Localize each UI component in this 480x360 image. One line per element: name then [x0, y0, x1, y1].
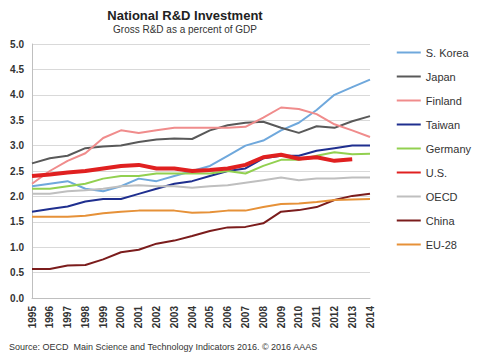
svg-text:Taiwan: Taiwan [426, 119, 460, 131]
svg-text:OECD: OECD [426, 191, 458, 203]
svg-text:2005: 2005 [204, 306, 215, 329]
svg-text:2.0: 2.0 [10, 191, 24, 202]
svg-text:2011: 2011 [311, 306, 322, 328]
svg-text:2014: 2014 [365, 306, 376, 329]
svg-text:5.0: 5.0 [10, 39, 24, 50]
svg-text:3.5: 3.5 [10, 115, 24, 126]
svg-text:National R&D Investment: National R&D Investment [107, 8, 263, 23]
svg-text:Finland: Finland [426, 95, 462, 107]
svg-text:Source: OECD Main Science and: Source: OECD Main Science and Technology… [9, 342, 317, 352]
svg-text:EU-28: EU-28 [426, 239, 457, 251]
svg-text:1999: 1999 [98, 306, 109, 329]
svg-text:2003: 2003 [169, 306, 180, 329]
svg-text:1.5: 1.5 [10, 216, 24, 227]
svg-text:2010: 2010 [293, 306, 304, 329]
svg-text:2013: 2013 [347, 306, 358, 329]
svg-text:3.0: 3.0 [10, 140, 24, 151]
svg-text:S. Korea: S. Korea [426, 47, 470, 59]
svg-text:0.0: 0.0 [10, 293, 24, 304]
svg-text:1996: 1996 [44, 306, 55, 329]
svg-text:4.0: 4.0 [10, 89, 24, 100]
svg-text:2000: 2000 [115, 306, 126, 329]
svg-text:2001: 2001 [133, 306, 144, 329]
svg-text:2002: 2002 [151, 306, 162, 329]
svg-text:1998: 1998 [80, 306, 91, 329]
svg-text:2007: 2007 [240, 306, 251, 329]
svg-text:Gross R&D as a percent of GDP: Gross R&D as a percent of GDP [113, 24, 257, 35]
svg-text:2004: 2004 [187, 306, 198, 329]
svg-text:2012: 2012 [329, 306, 340, 329]
svg-text:U.S.: U.S. [426, 167, 447, 179]
svg-text:2.5: 2.5 [10, 166, 24, 177]
svg-text:Germany: Germany [426, 143, 472, 155]
svg-text:1997: 1997 [62, 306, 73, 329]
svg-text:Japan: Japan [426, 71, 456, 83]
svg-text:2009: 2009 [276, 306, 287, 329]
svg-text:4.5: 4.5 [10, 64, 24, 75]
svg-text:1995: 1995 [27, 306, 38, 329]
svg-text:2008: 2008 [258, 306, 269, 329]
svg-text:2006: 2006 [222, 306, 233, 329]
svg-text:0.5: 0.5 [10, 267, 24, 278]
svg-text:China: China [426, 215, 456, 227]
svg-text:1.0: 1.0 [10, 242, 24, 253]
